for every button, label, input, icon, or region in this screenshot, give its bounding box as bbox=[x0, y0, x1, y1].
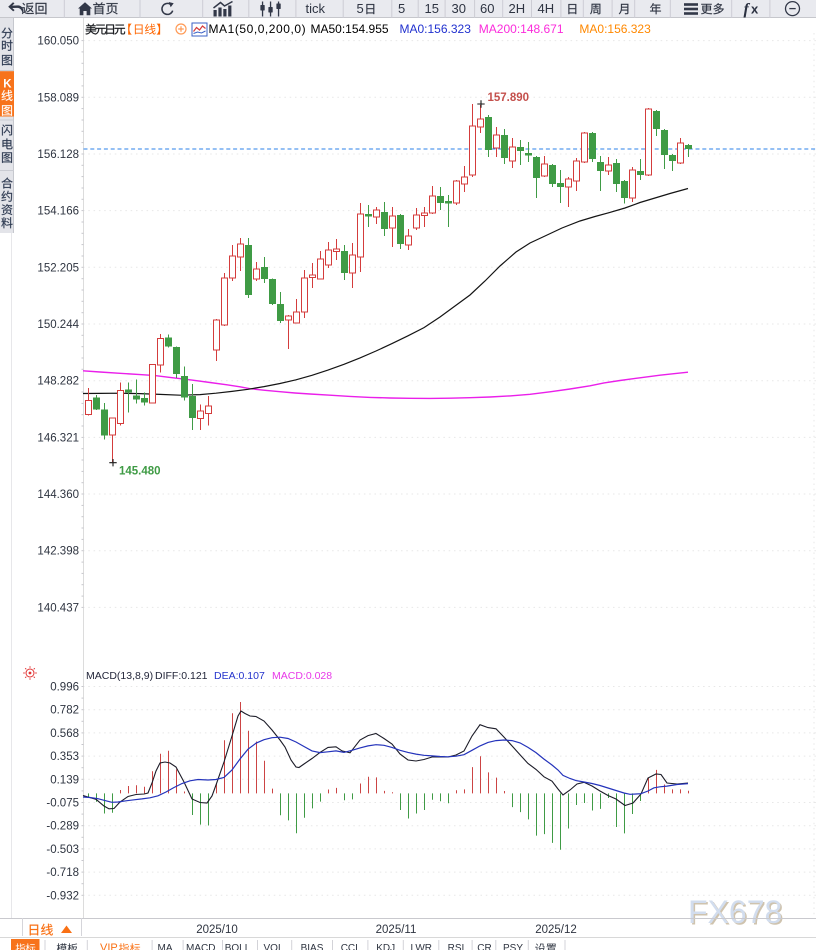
svg-text:MA0:156.323: MA0:156.323 bbox=[400, 22, 472, 36]
svg-text:144.360: 144.360 bbox=[37, 489, 79, 501]
svg-text:FX678: FX678 bbox=[688, 894, 782, 930]
svg-text:2025/11: 2025/11 bbox=[376, 924, 417, 936]
svg-text:x: x bbox=[751, 2, 759, 17]
svg-text:tick: tick bbox=[306, 1, 326, 16]
svg-text:MA0:156.323: MA0:156.323 bbox=[579, 22, 651, 36]
svg-text:CR: CR bbox=[477, 943, 491, 950]
svg-text:160.050: 160.050 bbox=[37, 36, 79, 48]
svg-text:0.782: 0.782 bbox=[50, 705, 79, 717]
svg-text:2025/10: 2025/10 bbox=[196, 924, 238, 936]
svg-text:-0.718: -0.718 bbox=[46, 867, 79, 879]
svg-text:MA200:148.671: MA200:148.671 bbox=[479, 22, 564, 36]
svg-text:DEA:0.107: DEA:0.107 bbox=[214, 670, 265, 682]
svg-text:K: K bbox=[3, 78, 12, 90]
svg-text:VIP: VIP bbox=[100, 942, 118, 950]
svg-text:RSI: RSI bbox=[448, 943, 465, 950]
svg-text:148.282: 148.282 bbox=[37, 376, 79, 388]
svg-text:4H: 4H bbox=[538, 1, 555, 16]
svg-text:146.321: 146.321 bbox=[37, 432, 79, 444]
svg-text:15: 15 bbox=[425, 1, 439, 16]
svg-text:DIFF:0.121: DIFF:0.121 bbox=[155, 670, 208, 682]
svg-text:154.166: 154.166 bbox=[37, 206, 79, 218]
svg-text:f: f bbox=[744, 1, 751, 18]
svg-text:150.244: 150.244 bbox=[37, 319, 79, 331]
svg-text:MACD(13,8,9): MACD(13,8,9) bbox=[86, 670, 153, 682]
svg-text:MACD: MACD bbox=[186, 943, 215, 950]
svg-text:LWR: LWR bbox=[411, 943, 432, 950]
svg-text:0.139: 0.139 bbox=[50, 774, 79, 786]
svg-text:-0.932: -0.932 bbox=[46, 890, 79, 902]
svg-text:CCI: CCI bbox=[341, 943, 358, 950]
svg-text:145.480: 145.480 bbox=[119, 466, 161, 478]
svg-text:152.205: 152.205 bbox=[37, 262, 79, 274]
svg-text:0.568: 0.568 bbox=[50, 728, 79, 740]
svg-text:MA1(50,0,200,0): MA1(50,0,200,0) bbox=[209, 22, 307, 36]
svg-text:KDJ: KDJ bbox=[376, 943, 395, 950]
svg-text:PSY: PSY bbox=[503, 943, 523, 950]
svg-text:FX678: FX678 bbox=[690, 896, 784, 932]
svg-text:5: 5 bbox=[357, 1, 364, 16]
svg-text:MACD:0.028: MACD:0.028 bbox=[272, 670, 332, 682]
svg-text:140.437: 140.437 bbox=[37, 602, 79, 614]
svg-text:60: 60 bbox=[480, 1, 494, 16]
svg-text:2H: 2H bbox=[509, 1, 526, 16]
svg-text:30: 30 bbox=[452, 1, 466, 16]
svg-text:2025/12: 2025/12 bbox=[535, 924, 577, 936]
svg-text:156.128: 156.128 bbox=[37, 149, 79, 161]
svg-text:MA50:154.955: MA50:154.955 bbox=[311, 22, 389, 36]
svg-text:0.353: 0.353 bbox=[50, 751, 79, 763]
svg-text:5: 5 bbox=[398, 1, 405, 16]
svg-text:157.890: 157.890 bbox=[488, 92, 530, 104]
svg-text:-0.503: -0.503 bbox=[46, 844, 79, 856]
svg-text:BIAS: BIAS bbox=[301, 943, 324, 950]
svg-text:0.996: 0.996 bbox=[50, 682, 79, 694]
svg-text:142.398: 142.398 bbox=[37, 546, 79, 558]
svg-text:-0.289: -0.289 bbox=[46, 821, 79, 833]
svg-text:158.089: 158.089 bbox=[37, 92, 79, 104]
svg-text:VOL: VOL bbox=[264, 943, 284, 950]
svg-text:MA: MA bbox=[158, 943, 173, 950]
svg-text:BOLL: BOLL bbox=[225, 943, 251, 950]
svg-text:-0.075: -0.075 bbox=[46, 798, 79, 810]
